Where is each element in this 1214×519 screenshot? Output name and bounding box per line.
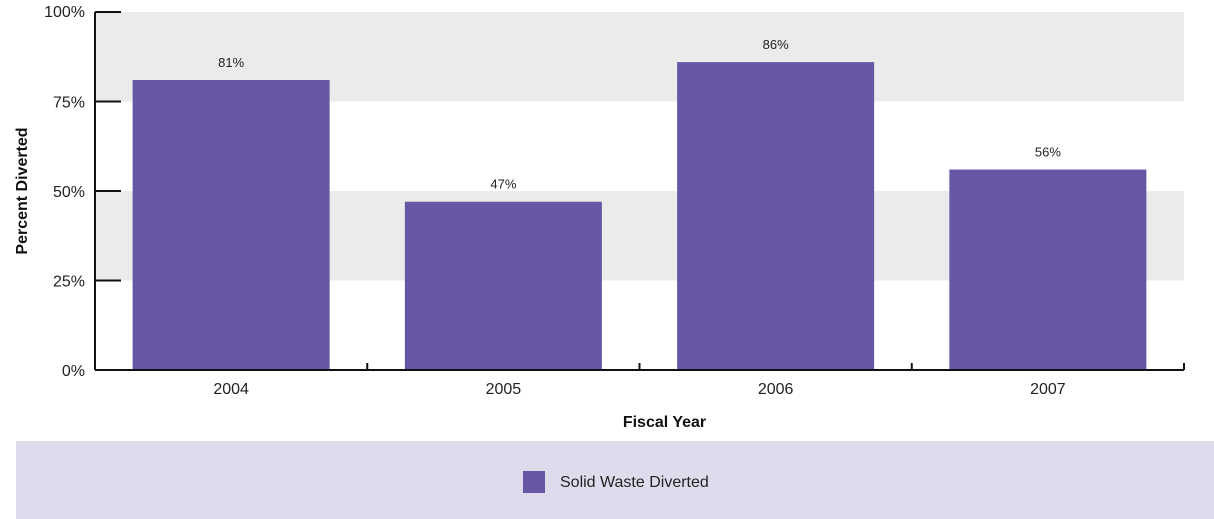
y-tick-label-100: 100% (44, 4, 85, 21)
y-tick-label-25: 25% (53, 274, 85, 291)
x-ticks: 2004 2005 2006 2007 (213, 363, 1185, 398)
bar-2006 (677, 62, 875, 371)
y-tick-label-50: 50% (53, 184, 85, 201)
data-label-2007: 56% (1035, 145, 1061, 160)
bar-2005 (404, 201, 602, 370)
y-tick-label-75: 75% (53, 95, 85, 112)
x-tick-label-2006: 2006 (758, 381, 794, 398)
x-tick-label-2005: 2005 (486, 381, 522, 398)
data-label-2006: 86% (763, 37, 789, 52)
y-tick-label-0: 0% (62, 363, 85, 380)
legend-background (16, 441, 1214, 519)
bar-2004 (132, 80, 330, 371)
bar-2007 (949, 169, 1147, 370)
data-label-2004: 81% (218, 55, 244, 70)
data-labels: 81% 47% 86% 56% (218, 37, 1061, 192)
legend: Solid Waste Diverted (16, 441, 1214, 519)
legend-swatch (523, 471, 545, 493)
x-tick-label-2004: 2004 (213, 381, 249, 398)
data-label-2005: 47% (490, 177, 516, 192)
bars (132, 62, 1147, 371)
y-axis-title: Percent Diverted (14, 127, 31, 254)
x-tick-label-2007: 2007 (1030, 381, 1066, 398)
y-ticks: 0% 25% 50% 75% 100% (44, 4, 121, 380)
legend-label: Solid Waste Diverted (560, 474, 709, 491)
x-axis-title: Fiscal Year (623, 414, 706, 431)
